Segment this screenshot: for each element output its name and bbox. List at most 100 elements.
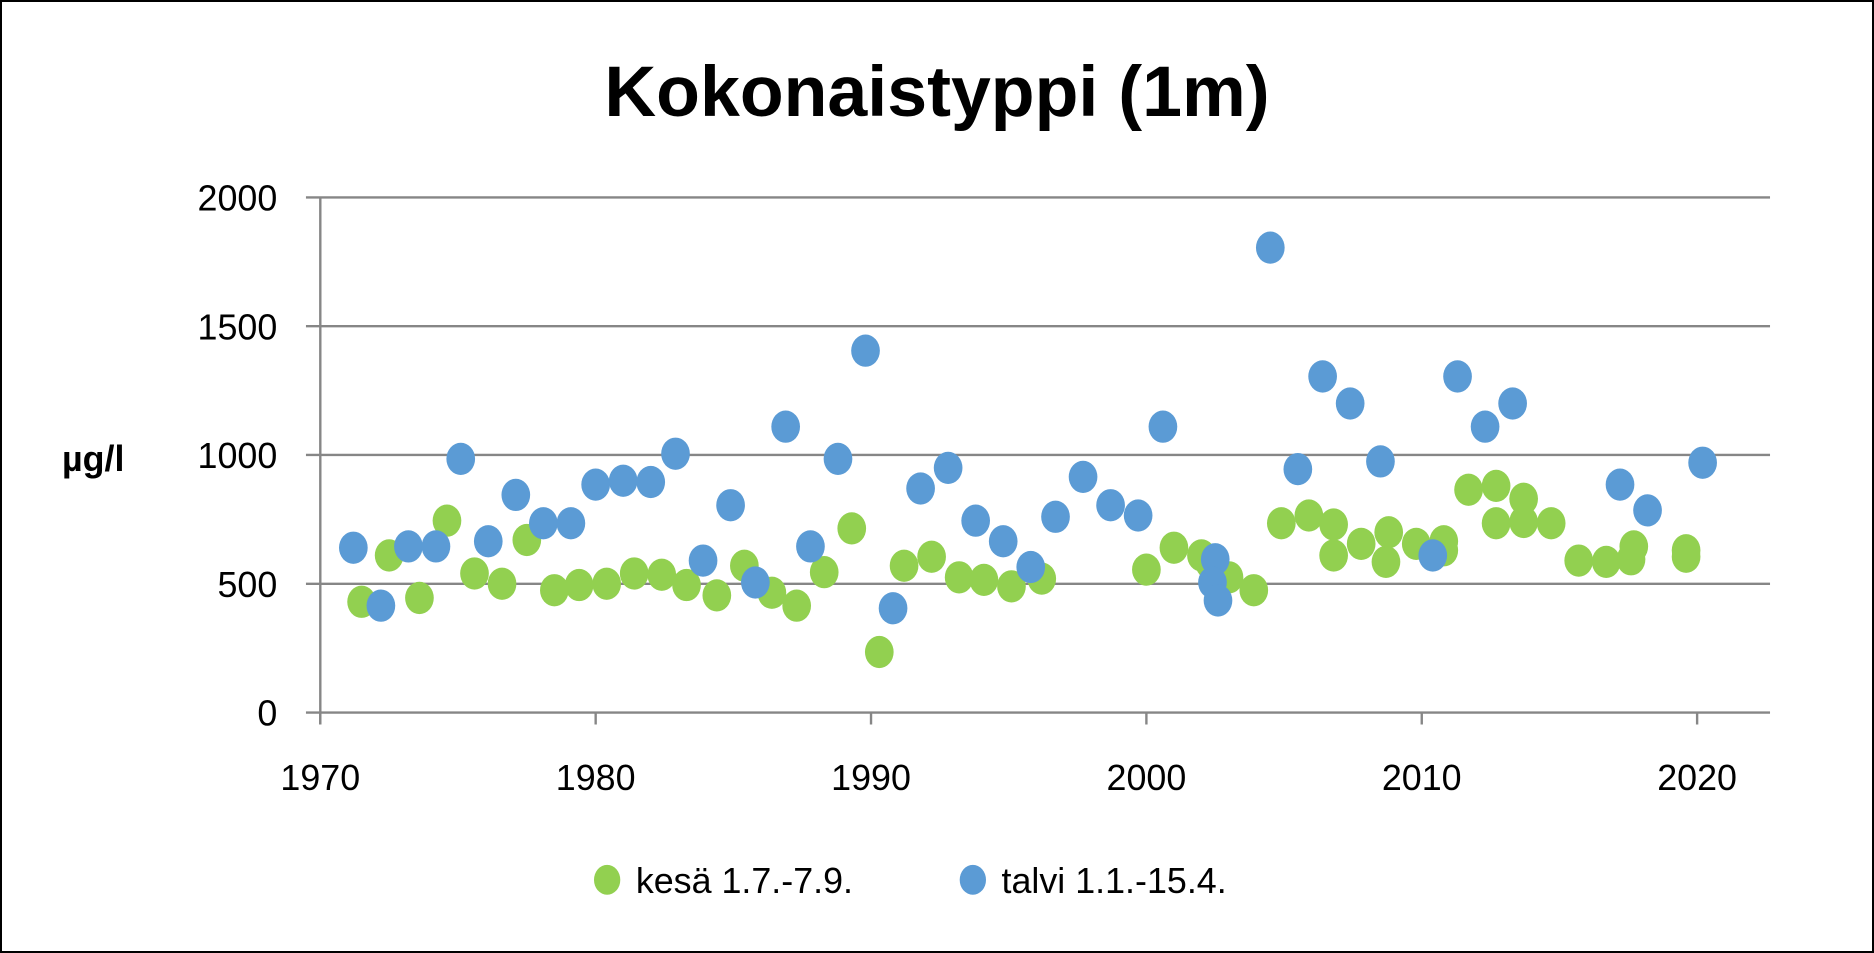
talvi-data-point: [661, 437, 690, 470]
x-tick-label: 2000: [1107, 758, 1187, 798]
kesa-data-point: [1132, 553, 1161, 586]
kesa-data-point: [1319, 539, 1348, 572]
talvi-data-point: [1148, 410, 1178, 443]
kesa-data-point: [1671, 540, 1701, 573]
kesa-data-point: [460, 557, 489, 590]
y-tick-label: 2000: [198, 179, 278, 219]
y-tick-label: 1000: [198, 436, 278, 476]
x-tick-label: 1990: [831, 758, 911, 798]
kesa-data-point: [487, 567, 517, 600]
kesa-data-point: [1294, 499, 1324, 532]
talvi-data-point: [366, 589, 396, 622]
talvi-data-point: [1283, 453, 1313, 486]
talvi-data-point: [473, 525, 503, 558]
talvi-data-point: [988, 525, 1018, 558]
kesa-data-point: [1616, 543, 1646, 576]
kesa-data-point: [1481, 507, 1511, 540]
talvi-data-point: [1041, 500, 1070, 533]
y-tick-label: 1500: [198, 307, 278, 347]
talvi-data-point: [961, 504, 991, 537]
talvi-data-point: [771, 410, 801, 443]
kesa-data-point: [1266, 507, 1296, 540]
kesa-data-point: [1374, 516, 1404, 549]
talvi-data-point: [851, 334, 880, 367]
talvi-data-point: [1335, 387, 1365, 420]
kesa-data-point: [1536, 507, 1566, 540]
chart-title: Kokonaistyppi (1m): [604, 52, 1269, 132]
kesa-data-point: [1509, 505, 1538, 539]
talvi-data-point: [741, 566, 770, 599]
kesa-data-point: [432, 504, 462, 537]
talvi-data-point: [823, 442, 853, 475]
talvi-data-point: [1308, 360, 1337, 393]
talvi-data-point: [1688, 446, 1717, 479]
y-tick-label: 500: [217, 565, 277, 605]
kesa-data-point: [1564, 544, 1594, 577]
kesa-data-point: [837, 512, 867, 545]
talvi-data-point: [581, 468, 611, 501]
talvi-data-point: [1443, 360, 1472, 393]
kesa-data-point: [405, 581, 434, 615]
talvi-data-point: [1633, 494, 1662, 527]
talvi-data-point: [1498, 387, 1527, 420]
y-tick-label: 0: [257, 694, 277, 734]
y-axis-label: µg/l: [62, 439, 124, 479]
kesa-data-point: [969, 563, 999, 597]
kesa-data-point: [619, 557, 649, 590]
talvi-data-point: [906, 472, 935, 505]
talvi-data-point: [529, 507, 558, 540]
talvi-data-point: [878, 592, 908, 625]
kesa-data-point: [1454, 473, 1483, 506]
talvi-data-point: [1366, 445, 1395, 478]
kesa-data-point: [1159, 531, 1189, 564]
talvi-data-point: [933, 451, 963, 484]
kesa-data-point: [672, 568, 701, 602]
talvi-data-point: [394, 530, 423, 563]
kesa-data-point: [997, 570, 1026, 603]
kesa-data-point: [1509, 482, 1538, 515]
kesa-data-point: [864, 635, 894, 669]
talvi-data-point: [1123, 499, 1153, 532]
kesa-data-point: [1319, 508, 1348, 541]
talvi-data-point: [421, 530, 451, 563]
talvi-data-point: [1418, 539, 1448, 572]
x-tick-label: 2020: [1657, 758, 1737, 798]
kesa-data-point: [1481, 469, 1511, 503]
legend: kesä 1.7.-7.9. talvi 1.1.-15.4.: [593, 861, 1227, 901]
kesa-data-point: [1371, 545, 1401, 579]
talvi-data-point: [1605, 468, 1635, 501]
talvi-data-point: [501, 478, 531, 512]
talvi-data-point: [1016, 550, 1046, 584]
legend-label-kesa: kesä 1.7.-7.9.: [636, 861, 853, 901]
talvi-data-point: [1255, 231, 1285, 264]
kesa-data-point: [782, 589, 812, 622]
x-tick-label: 1970: [280, 758, 360, 798]
x-tick-label: 2010: [1382, 758, 1462, 798]
kesa-data-point: [564, 568, 594, 602]
kesa-data-point: [1346, 527, 1376, 560]
kesa-data-point: [647, 558, 677, 591]
talvi-data-point: [636, 465, 666, 499]
kesa-data-point: [889, 549, 919, 582]
kesa-data-point: [944, 561, 974, 594]
kesa-data-point: [592, 567, 622, 600]
kesa-data-point: [702, 579, 732, 612]
talvi-data-point: [1068, 460, 1098, 494]
x-tick-label: 1980: [556, 758, 636, 798]
talvi-data-point: [608, 464, 638, 497]
legend-label-talvi: talvi 1.1.-15.4.: [1002, 861, 1227, 901]
legend-marker-talvi: [959, 864, 987, 895]
talvi-data-point: [339, 531, 368, 564]
kesa-data-point: [809, 556, 839, 589]
talvi-data-point: [716, 489, 745, 522]
talvi-data-point: [796, 530, 825, 563]
kesa-data-point: [917, 540, 946, 573]
talvi-data-point: [1096, 489, 1125, 522]
legend-marker-kesa: [593, 864, 621, 895]
talvi-data-point: [556, 507, 586, 540]
kesa-data-point: [540, 574, 569, 607]
kesa-data-point: [1239, 574, 1269, 607]
talvi-data-point: [1470, 410, 1500, 443]
talvi-data-point: [688, 544, 718, 577]
